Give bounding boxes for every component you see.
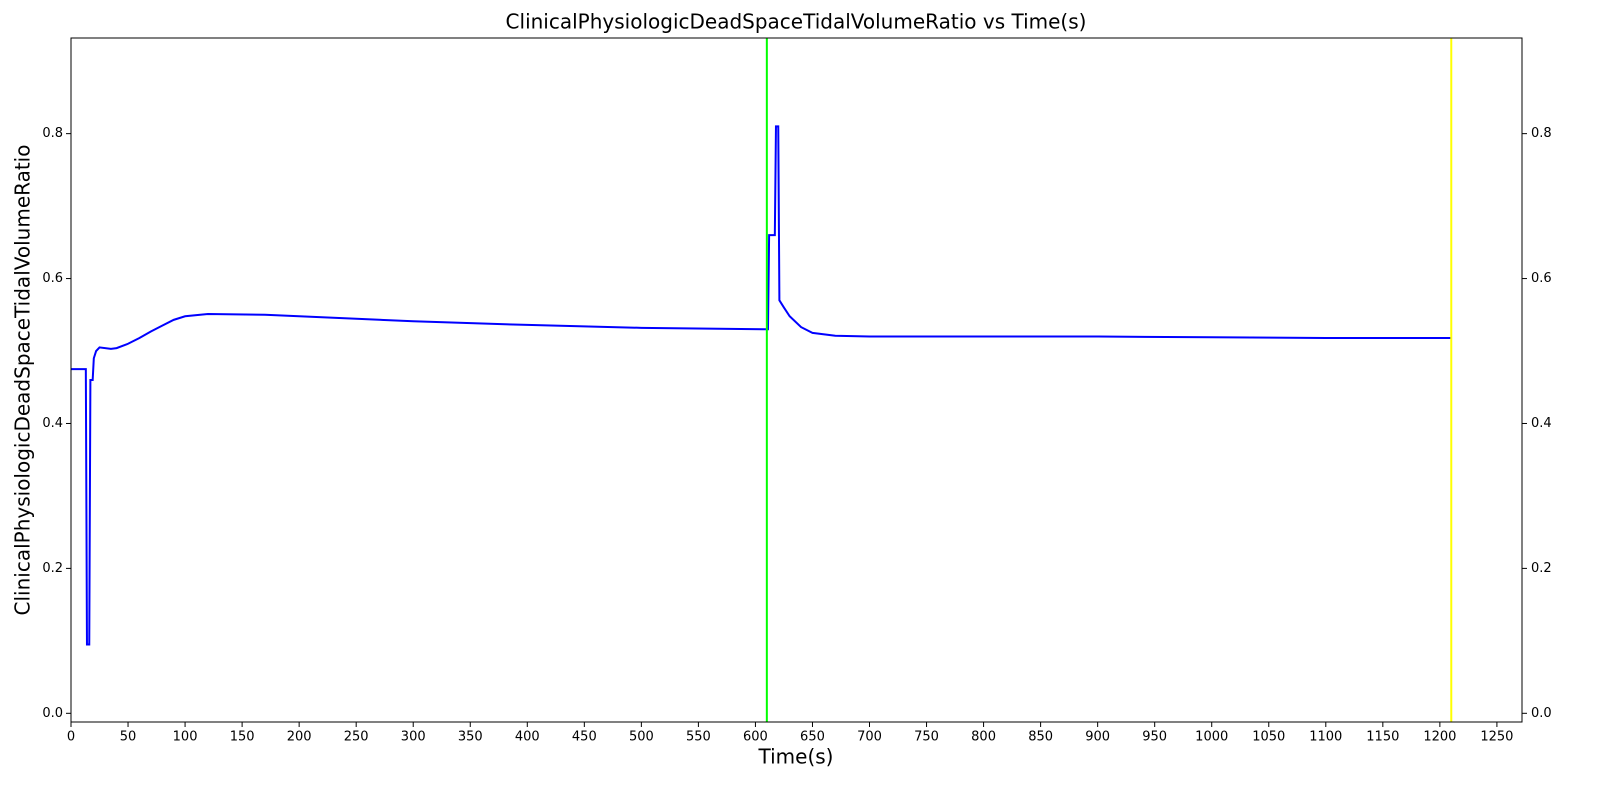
y-tick-label-right: 0.8 bbox=[1531, 126, 1552, 141]
x-tick-label: 650 bbox=[800, 730, 825, 745]
x-tick-label: 100 bbox=[173, 730, 198, 745]
x-tick-label: 800 bbox=[971, 730, 996, 745]
x-tick-label: 0 bbox=[67, 730, 75, 745]
x-tick-label: 300 bbox=[401, 730, 426, 745]
y-tick-label: 0.4 bbox=[42, 416, 63, 431]
y-axis-label: ClinicalPhysiologicDeadSpaceTidalVolumeR… bbox=[11, 145, 35, 616]
y-tick-label: 0.8 bbox=[42, 126, 63, 141]
x-tick-label: 250 bbox=[344, 730, 369, 745]
x-tick-label: 200 bbox=[287, 730, 312, 745]
x-tick-label: 1050 bbox=[1252, 730, 1285, 745]
y-tick-label: 0.2 bbox=[42, 561, 63, 576]
y-tick-label-right: 0.0 bbox=[1531, 706, 1552, 721]
y-tick-label: 0.0 bbox=[42, 706, 63, 721]
y-tick-label: 0.6 bbox=[42, 271, 63, 286]
x-tick-label: 1000 bbox=[1195, 730, 1228, 745]
y-tick-label-right: 0.4 bbox=[1531, 416, 1552, 431]
x-tick-label: 150 bbox=[230, 730, 255, 745]
x-tick-label: 750 bbox=[914, 730, 939, 745]
x-tick-label: 50 bbox=[120, 730, 137, 745]
y-tick-label-right: 0.6 bbox=[1531, 271, 1552, 286]
x-tick-label: 1250 bbox=[1480, 730, 1513, 745]
y-tick-label-right: 0.2 bbox=[1531, 561, 1552, 576]
x-tick-label: 850 bbox=[1028, 730, 1053, 745]
chart-title: ClinicalPhysiologicDeadSpaceTidalVolumeR… bbox=[506, 10, 1087, 34]
x-tick-label: 450 bbox=[572, 730, 597, 745]
x-tick-label: 400 bbox=[515, 730, 540, 745]
x-tick-label: 600 bbox=[743, 730, 768, 745]
x-tick-label: 1150 bbox=[1366, 730, 1399, 745]
x-tick-label: 950 bbox=[1142, 730, 1167, 745]
x-tick-label: 350 bbox=[458, 730, 483, 745]
x-tick-label: 500 bbox=[629, 730, 654, 745]
x-tick-label: 900 bbox=[1085, 730, 1110, 745]
data-line bbox=[71, 125, 1452, 646]
x-tick-label: 700 bbox=[857, 730, 882, 745]
x-tick-label: 1200 bbox=[1423, 730, 1456, 745]
x-tick-label: 1100 bbox=[1309, 730, 1342, 745]
x-tick-label: 550 bbox=[686, 730, 711, 745]
x-axis-label: Time(s) bbox=[758, 745, 834, 769]
plot-frame bbox=[70, 37, 1523, 723]
